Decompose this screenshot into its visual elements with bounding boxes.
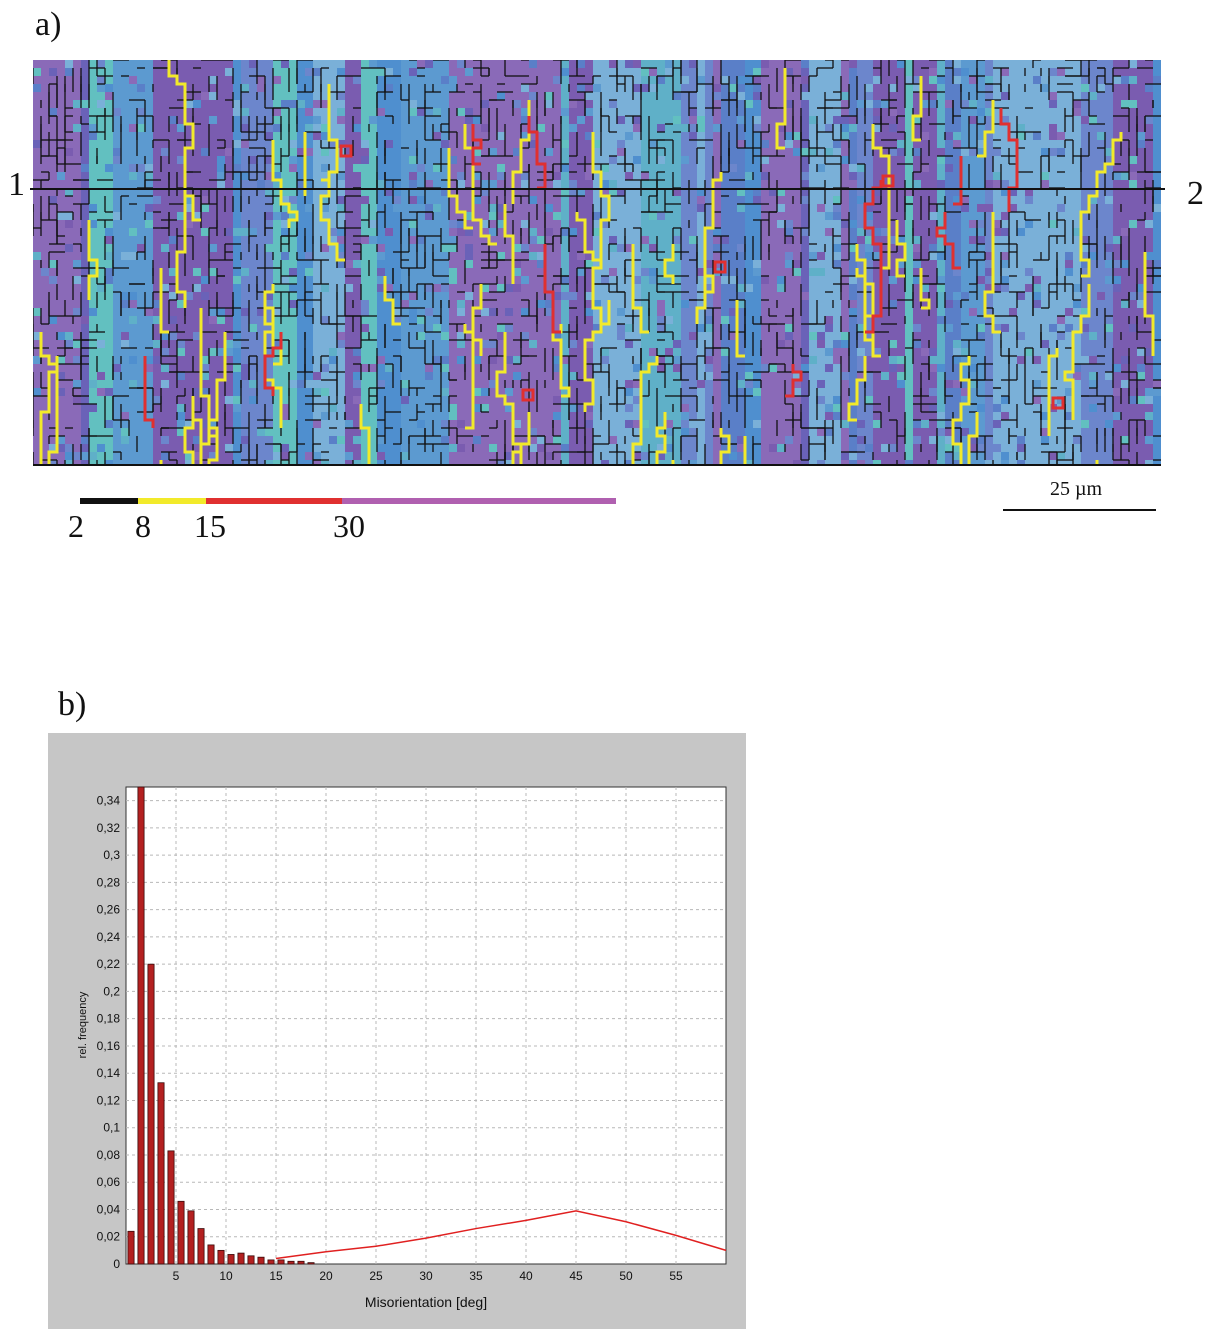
histogram-bar xyxy=(157,1082,165,1265)
x-tick-label: 5 xyxy=(173,1269,180,1283)
histogram-bar xyxy=(217,1249,225,1265)
x-axis-title: Misorientation [deg] xyxy=(365,1294,487,1310)
legend-tick-30: 30 xyxy=(333,508,365,544)
histogram-bar xyxy=(307,1262,315,1265)
map-texture xyxy=(33,60,1161,465)
legend-segment-black xyxy=(80,498,138,504)
x-tick-labels: 5 10 15 20 25 30 35 40 45 50 55 xyxy=(173,1269,683,1283)
x-tick-label: 55 xyxy=(669,1269,683,1283)
y-tick-label: 0,26 xyxy=(97,903,121,917)
low-angle-boundaries xyxy=(33,60,1161,465)
y-tick-label: 0,12 xyxy=(97,1093,121,1107)
histogram-bar xyxy=(277,1259,285,1265)
y-tick-label: 0,24 xyxy=(97,930,121,944)
x-tick-label: 40 xyxy=(519,1269,533,1283)
y-tick-label: 0,34 xyxy=(97,794,121,808)
y-tick-label: 0,2 xyxy=(103,984,120,998)
y-tick-label: 0,1 xyxy=(103,1121,120,1135)
panel-a-label: a) xyxy=(35,6,62,43)
histogram-bar xyxy=(227,1254,235,1265)
histogram-bar xyxy=(267,1259,275,1265)
legend-tick-15: 15 xyxy=(194,508,226,544)
scale-bar-label: 25 µm xyxy=(1050,478,1103,500)
legend-segment-purple xyxy=(342,498,616,504)
histogram-bar xyxy=(167,1150,175,1265)
plot-area xyxy=(125,786,727,1265)
y-tick-label: 0,22 xyxy=(97,957,121,971)
y-axis-title: rel. frequency xyxy=(77,991,89,1058)
x-tick-label: 30 xyxy=(419,1269,433,1283)
y-tick-label: 0,18 xyxy=(97,1012,121,1026)
grain-outlines xyxy=(339,144,1065,410)
x-tick-label: 25 xyxy=(369,1269,383,1283)
x-tick-label: 35 xyxy=(469,1269,483,1283)
profile-line xyxy=(30,188,1165,190)
y-tick-label: 0,06 xyxy=(97,1175,121,1189)
histogram-bar xyxy=(197,1228,205,1265)
panel-b-label: b) xyxy=(58,686,87,723)
bars xyxy=(127,786,315,1265)
x-tick-label: 50 xyxy=(619,1269,633,1283)
legend-tick-2: 2 xyxy=(68,508,84,544)
legend-segment-yellow xyxy=(138,498,206,504)
y-tick-label: 0,02 xyxy=(97,1230,121,1244)
histogram-bar xyxy=(127,1230,135,1265)
histogram-bar xyxy=(207,1244,215,1265)
misorientation-histogram: 5 10 15 20 25 30 35 40 45 50 55 00,020,040,060,080… xyxy=(77,786,727,1310)
y-tick-label: 0,14 xyxy=(97,1066,121,1080)
histogram-bar xyxy=(287,1260,295,1265)
histogram-bar xyxy=(297,1260,305,1265)
histogram-bar xyxy=(257,1256,265,1265)
legend-segment-red xyxy=(206,498,342,504)
histogram-bar xyxy=(247,1255,255,1265)
y-tick-label: 0,04 xyxy=(97,1202,121,1216)
histogram-bar xyxy=(187,1210,195,1265)
histogram-panel: 5 10 15 20 25 30 35 40 45 50 55 0 0,02 0,04 0,06 0,08 0… xyxy=(48,733,746,1329)
orientation-map xyxy=(33,60,1161,465)
trend-line-path xyxy=(275,1210,727,1260)
misorientation-color-legend xyxy=(80,498,616,504)
histogram-bar xyxy=(147,963,155,1265)
y-tick-label: 0,16 xyxy=(97,1039,121,1053)
line-end-label: 2 xyxy=(1187,175,1204,212)
map-bottom-edge xyxy=(33,464,1161,466)
high-angle-boundaries xyxy=(143,108,1019,428)
y-tick-label: 0 xyxy=(113,1257,120,1271)
scale-bar xyxy=(1003,509,1156,511)
x-tick-label: 15 xyxy=(269,1269,283,1283)
trend-line xyxy=(275,1210,727,1260)
x-tick-label: 10 xyxy=(219,1269,233,1283)
y-tick-label: 0,28 xyxy=(97,875,121,889)
histogram-bar xyxy=(177,1200,185,1265)
y-tick-label: 0,08 xyxy=(97,1148,121,1162)
y-tick-label: 0,3 xyxy=(103,848,120,862)
x-tick-label: 20 xyxy=(319,1269,333,1283)
legend-tick-8: 8 xyxy=(135,508,151,544)
histogram-bar xyxy=(237,1252,245,1265)
histogram-bar xyxy=(137,786,145,1265)
y-tick-labels: 0 0,02 0,04 0,06 0,08 0,1 0,12 0,14 0,16 0,18 0,2 0… xyxy=(97,794,121,1271)
grid xyxy=(126,787,726,1264)
x-tick-label: 45 xyxy=(569,1269,583,1283)
y-tick-label: 0,32 xyxy=(97,821,121,835)
line-start-label: 1 xyxy=(8,166,25,203)
